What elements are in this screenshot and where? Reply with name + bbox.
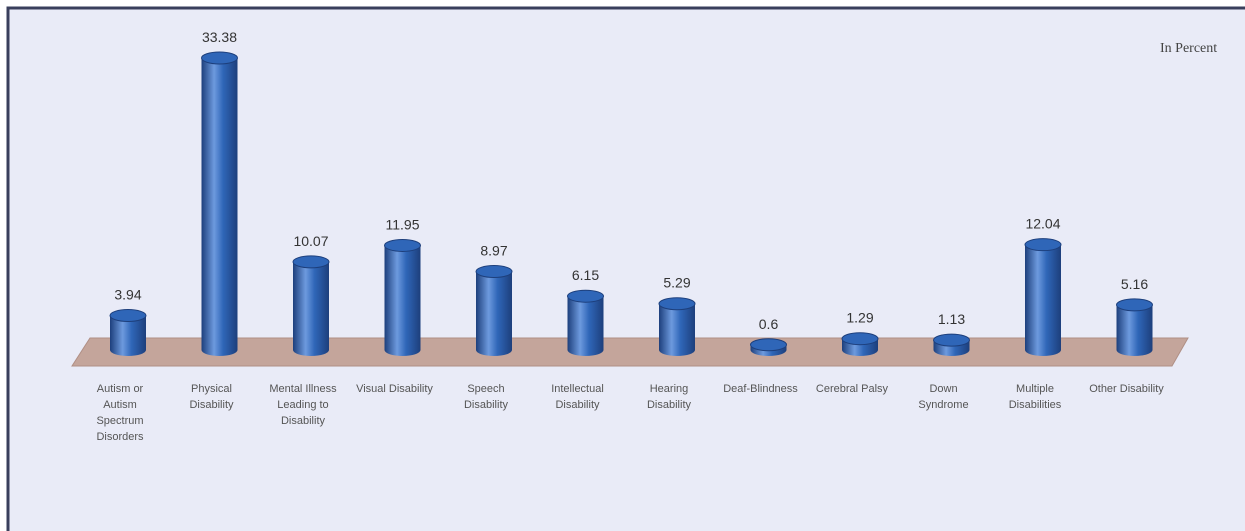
category-label-line: Disability xyxy=(189,399,234,411)
bar-body xyxy=(110,315,146,356)
category-label-line: Disabilities xyxy=(1009,399,1062,411)
bar-top xyxy=(292,255,330,269)
category-label-line: Other Disability xyxy=(1089,383,1164,395)
category-label-line: Physical xyxy=(191,383,232,395)
bar xyxy=(750,338,787,356)
bar-top xyxy=(933,333,970,347)
category-label: Hearing Disability xyxy=(647,383,692,411)
bar-top xyxy=(1024,238,1062,252)
bar xyxy=(658,297,696,356)
bar xyxy=(933,333,970,356)
bar-body xyxy=(1116,304,1153,356)
bar-top xyxy=(475,265,513,279)
category-label-line: Leading to xyxy=(277,399,328,411)
category-label-line: Hearing xyxy=(650,383,689,395)
category-label-line: Deaf-Blindness xyxy=(723,383,798,395)
bar-top xyxy=(841,332,879,346)
category-label-line: Intellectual xyxy=(551,383,604,395)
category-label-line: Disability xyxy=(647,399,692,411)
category-label-line: Disability xyxy=(281,415,326,427)
category-label: Speech Disability xyxy=(464,383,509,411)
chart-floor xyxy=(71,337,1189,367)
bar xyxy=(384,238,421,356)
value-label: 10.07 xyxy=(293,233,328,249)
value-label: 3.94 xyxy=(114,287,141,303)
category-label-line: Visual Disability xyxy=(356,383,433,395)
value-label: 11.95 xyxy=(386,216,420,232)
category-label: Deaf-Blindness xyxy=(723,383,798,395)
bar xyxy=(1024,238,1062,356)
category-label: Cerebral Palsy xyxy=(816,383,889,395)
category-label: Visual Disability xyxy=(356,383,433,395)
bar-top xyxy=(384,238,421,252)
category-label-line: Autism xyxy=(103,399,137,411)
bar-body xyxy=(201,58,238,356)
bar xyxy=(109,309,147,356)
bar-body xyxy=(567,296,604,356)
value-label: 0.6 xyxy=(759,316,779,332)
value-label: 5.16 xyxy=(1121,276,1148,292)
category-label: Autism or Autism Spectrum Disorders xyxy=(96,383,144,443)
bar-top xyxy=(109,309,147,323)
value-label: 1.29 xyxy=(846,310,873,326)
bar-body xyxy=(384,245,421,356)
bar-body xyxy=(293,261,329,356)
category-label-line: Disability xyxy=(464,399,509,411)
category-label-line: Mental Illness xyxy=(269,383,337,395)
category-label: Intellectual Disability xyxy=(551,383,604,411)
category-label-line: Speech xyxy=(467,383,504,395)
bar-top xyxy=(567,289,604,303)
bar-body xyxy=(659,303,695,356)
bar xyxy=(1116,298,1153,356)
category-label: Down Syndrome xyxy=(918,383,968,411)
category-label: Mental Illness Leading to Disability xyxy=(269,383,337,427)
category-label-line: Multiple xyxy=(1016,383,1054,395)
bars-group xyxy=(109,51,1153,356)
bar xyxy=(567,289,604,356)
bar xyxy=(201,51,238,356)
value-label: 6.15 xyxy=(572,267,599,283)
value-label: 8.97 xyxy=(480,243,507,259)
unit-note: In Percent xyxy=(1160,41,1217,56)
value-labels-group: 3.94 33.38 10.07 11.95 8.97 6.15 5.29 0.6 1.29 1.… xyxy=(114,29,1148,332)
value-label: 33.38 xyxy=(202,29,237,45)
bar-body xyxy=(1025,244,1061,356)
category-label: Physical Disability xyxy=(189,383,234,411)
value-label: 1.13 xyxy=(938,311,965,327)
category-label-line: Autism or xyxy=(97,383,144,395)
bar xyxy=(841,332,879,356)
category-label: Other Disability xyxy=(1089,383,1164,395)
category-label-line: Down xyxy=(929,383,957,395)
bar-top xyxy=(201,51,238,65)
bar-top xyxy=(1116,298,1153,312)
bar xyxy=(475,265,513,356)
bar xyxy=(292,255,330,356)
bar-top xyxy=(658,297,696,311)
category-label: Multiple Disabilities xyxy=(1009,383,1062,411)
bar-body xyxy=(476,271,512,356)
category-label-line: Cerebral Palsy xyxy=(816,383,889,395)
value-label: 12.04 xyxy=(1025,216,1060,232)
category-labels-group: Autism or Autism Spectrum Disorders Physical… xyxy=(96,383,1164,443)
category-label-line: Spectrum xyxy=(96,415,143,427)
category-label-line: Disorders xyxy=(96,431,144,443)
category-label-line: Syndrome xyxy=(918,399,968,411)
bar-top xyxy=(750,338,787,352)
value-label: 5.29 xyxy=(663,275,690,291)
category-label-line: Disability xyxy=(555,399,600,411)
